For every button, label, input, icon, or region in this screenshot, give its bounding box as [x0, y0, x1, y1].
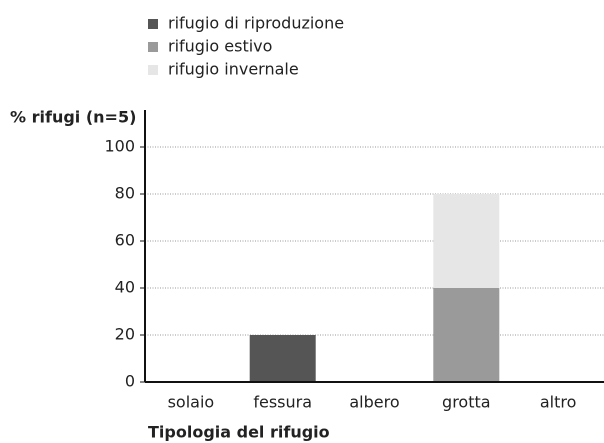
x-tick-label: altro	[540, 393, 577, 412]
legend-swatch	[148, 19, 158, 29]
x-tick-label: grotta	[442, 393, 491, 412]
y-tick-label: 20	[115, 325, 135, 344]
legend-swatch	[148, 65, 158, 75]
y-tick-label: 60	[115, 231, 135, 250]
bar-segment	[433, 194, 500, 288]
y-axis-label: % rifugi (n=5)	[10, 108, 136, 127]
bar-segment	[249, 335, 316, 382]
x-axis-label: Tipologia del rifugio	[148, 423, 330, 442]
legend-label: rifugio di riproduzione	[168, 14, 344, 33]
x-tick-label: fessura	[253, 393, 312, 412]
x-tick-label: solaio	[168, 393, 215, 412]
legend-label: rifugio estivo	[168, 37, 272, 56]
y-tick-label: 80	[115, 184, 135, 203]
y-tick-label: 100	[104, 137, 135, 156]
bar-segment	[433, 288, 500, 382]
legend-swatch	[148, 42, 158, 52]
y-tick-label: 40	[115, 278, 135, 297]
legend-label: rifugio invernale	[168, 60, 299, 79]
x-tick-label: albero	[349, 393, 399, 412]
y-tick-label: 0	[125, 372, 135, 391]
